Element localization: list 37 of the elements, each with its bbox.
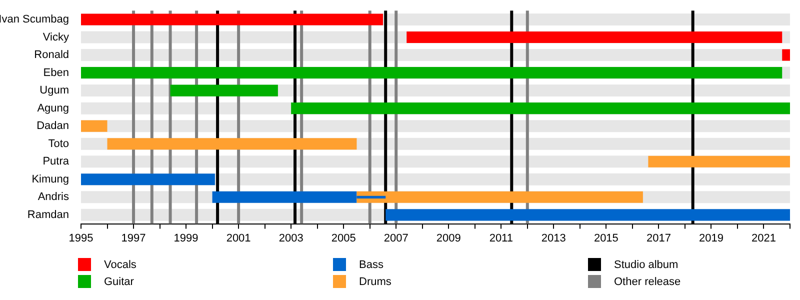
- y-tick-label: Ramdan: [27, 208, 69, 221]
- y-tick-label: Eben: [43, 66, 69, 79]
- bar: [81, 120, 108, 132]
- text: Other release: [614, 276, 681, 288]
- y-tick-label: Ugum: [40, 84, 69, 97]
- x-tick-label: 2021: [752, 232, 776, 244]
- bar: [170, 84, 278, 96]
- x-tick-label: 2007: [384, 232, 408, 244]
- bar: [81, 174, 215, 186]
- legend-label: Guitar: [104, 276, 134, 288]
- y-tick-label: Toto: [48, 138, 69, 150]
- x-tick-label: 2015: [594, 232, 618, 244]
- x-tick-label: 1999: [174, 232, 198, 244]
- y-tick-label: Agung: [37, 102, 69, 114]
- legend-label: Drums: [359, 276, 392, 288]
- legend-label: Vocals: [104, 258, 136, 270]
- x-tick-label: 2009: [436, 232, 461, 244]
- y-tick-label: Andris: [38, 191, 70, 204]
- x-tick-label: 2013: [541, 232, 566, 244]
- y-tick-label: Putra: [42, 156, 70, 168]
- bar: [782, 49, 790, 61]
- y-tick-label: Ivan Scumbag: [0, 14, 69, 26]
- text: Studio album: [614, 258, 678, 270]
- x-tick-label: 2003: [278, 232, 304, 244]
- legend-label: Bass: [359, 258, 384, 270]
- x-tick-label: 2017: [646, 232, 671, 244]
- y-tick-label: Dadan: [36, 120, 69, 132]
- y-tick-label: Vicky: [42, 31, 70, 44]
- x-tick-label: 2011: [489, 232, 513, 244]
- x-tick-label: 2005: [331, 232, 356, 244]
- x-tick-label: 1997: [121, 232, 146, 244]
- x-tick-label: 2001: [226, 232, 251, 244]
- y-tick-label: Ronald: [34, 49, 69, 62]
- bar: [648, 156, 790, 168]
- y-tick-label: Kimung: [32, 173, 69, 186]
- x-tick-label: 1995: [68, 232, 94, 244]
- x-tick-label: 2019: [698, 232, 724, 244]
